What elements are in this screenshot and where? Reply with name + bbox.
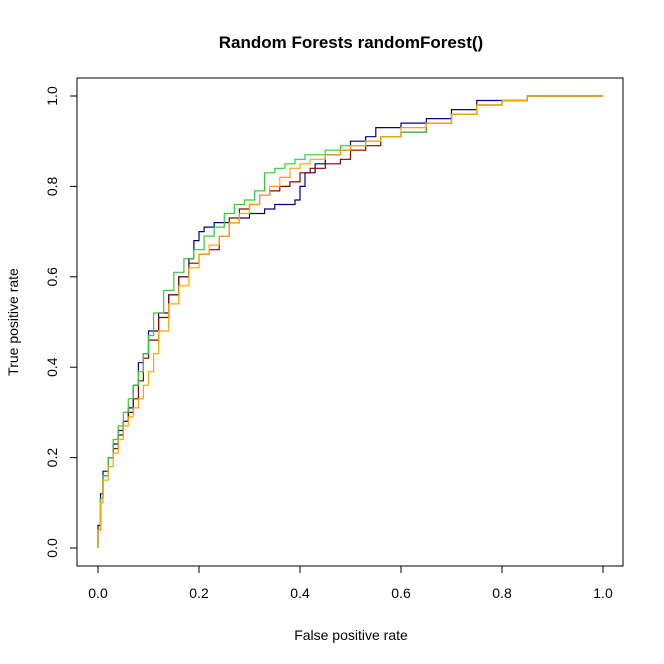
roc-series-3	[97, 95, 603, 548]
x-axis-title: False positive rate	[294, 627, 408, 643]
y-tick-label: 0.8	[44, 176, 60, 196]
y-tick-label: 0.0	[44, 538, 60, 558]
x-axis: 0.0 0.2 0.4 0.6 0.8 1.0	[88, 565, 613, 601]
x-tick-label: 0.6	[391, 585, 411, 601]
roc-series-2	[97, 95, 603, 548]
x-tick-label: 0.2	[189, 585, 209, 601]
y-tick-label: 1.0	[44, 86, 60, 106]
x-tick-label: 0.8	[492, 585, 512, 601]
x-tick-label: 1.0	[593, 585, 613, 601]
roc-series-4	[97, 95, 603, 548]
y-axis-title: True positive rate	[5, 268, 21, 376]
y-axis: 0.0 0.2 0.4 0.6 0.8 1.0	[44, 86, 78, 558]
y-tick-label: 0.6	[44, 267, 60, 287]
y-tick-label: 0.4	[44, 357, 60, 377]
chart-title: Random Forests randomForest()	[219, 33, 483, 52]
roc-series-1	[97, 95, 603, 548]
y-tick-label: 0.2	[44, 448, 60, 468]
x-tick-label: 0.4	[290, 585, 310, 601]
x-tick-label: 0.0	[88, 585, 108, 601]
series-group	[97, 95, 603, 548]
